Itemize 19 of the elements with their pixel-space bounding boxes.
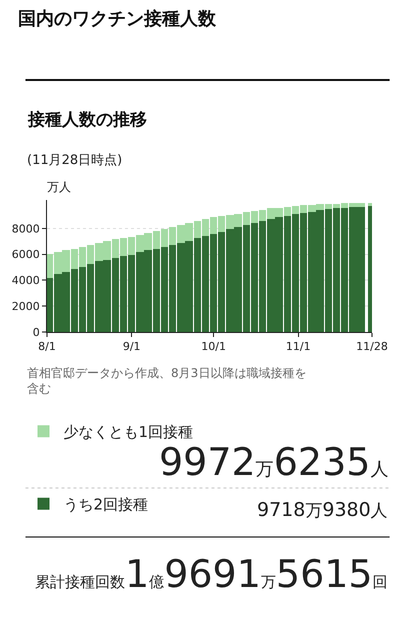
legend-label: うち2回接種 (64, 496, 148, 514)
x-tick-label: 9/1 (122, 340, 141, 354)
y-tick-label: 4000 (12, 274, 40, 288)
x-tick-label: 8/1 (38, 340, 56, 354)
y-tick-label: 8000 (12, 222, 40, 236)
chart-subtitle: 接種人数の推移 (27, 110, 147, 130)
y-axis-title: 万人 (47, 180, 71, 194)
text: 9718万9380人 (257, 499, 388, 521)
x-tick-label: 11/28 (356, 340, 388, 354)
y-tick-label: 6000 (12, 248, 40, 262)
y-tick-label: 0 (32, 326, 40, 339)
x-tick-label: 10/1 (201, 340, 226, 354)
chart-title: 国内のワクチン接種人数 (18, 8, 217, 30)
text: (11月28日時点) (27, 153, 122, 168)
text: 9972万6235人 (159, 440, 388, 484)
y-tick-label: 2000 (12, 300, 40, 313)
legend-label: 少なくとも1回接種 (64, 423, 194, 442)
x-tick-label: 11/1 (286, 340, 311, 354)
text: 首相官邸データから作成、8月3日以降は職域接種を含む (27, 366, 306, 396)
